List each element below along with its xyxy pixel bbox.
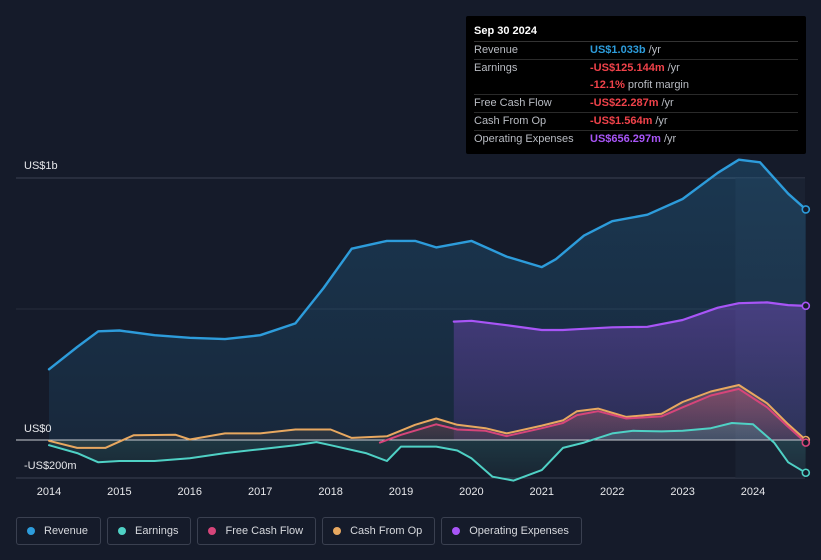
- tooltip-value: -12.1%: [590, 79, 625, 91]
- cash-from-op-line: [48, 384, 807, 449]
- x-tick-2014: 2014: [37, 486, 61, 498]
- tooltip-row-margin: -12.1% profit margin: [474, 77, 798, 95]
- tooltip-label: Cash From Op: [474, 115, 547, 127]
- tooltip-suffix: /yr: [663, 133, 677, 145]
- y-label-top: US$1b: [24, 160, 58, 172]
- tooltip-value: US$1.033b: [590, 44, 646, 56]
- tooltip-row-fcf: Free Cash Flow -US$22.287m /yr: [474, 95, 798, 113]
- tooltip-row-cfo: Cash From Op -US$1.564m /yr: [474, 113, 798, 131]
- legend-cash-from-op[interactable]: Cash From Op: [322, 517, 436, 545]
- legend-revenue[interactable]: Revenue: [16, 517, 102, 545]
- tooltip-label: [474, 77, 590, 94]
- earnings-area: [49, 423, 806, 481]
- x-tick-2021: 2021: [530, 486, 554, 498]
- x-tick-2022: 2022: [600, 486, 624, 498]
- earnings-line: [48, 422, 807, 482]
- tooltip-suffix: /yr: [667, 62, 680, 74]
- earnings-end-marker: [801, 468, 811, 478]
- tooltip-suffix: profit margin: [627, 79, 689, 91]
- tooltip-row-opex: Operating Expenses US$656.297m /yr: [474, 131, 798, 148]
- opex-dot-icon: [452, 527, 461, 535]
- tooltip-label: Earnings: [474, 62, 518, 74]
- x-tick-2023: 2023: [670, 486, 694, 498]
- tooltip-value: US$656.297m: [590, 133, 661, 145]
- legend-free-cash-flow[interactable]: Free Cash Flow: [197, 517, 317, 545]
- x-tick-2024: 2024: [741, 486, 765, 498]
- y-label-bottom: -US$200m: [24, 460, 77, 472]
- operating-expenses-end-marker: [801, 301, 811, 311]
- tooltip-value: -US$22.287m: [590, 97, 659, 109]
- revenue-end-marker: [801, 205, 811, 214]
- x-tick-2016: 2016: [178, 486, 202, 498]
- legend-label: Cash From Op: [350, 525, 423, 537]
- free-cash-flow-end-marker: [801, 438, 811, 447]
- x-tick-2018: 2018: [318, 486, 342, 498]
- tooltip-suffix: /yr: [648, 44, 661, 56]
- tooltip-date: Sep 30 2024: [474, 24, 798, 42]
- chart-legend: Revenue Earnings Free Cash Flow Cash Fro…: [16, 517, 582, 545]
- revenue-dot-icon: [27, 527, 35, 535]
- legend-label: Earnings: [135, 525, 179, 537]
- x-tick-2020: 2020: [459, 486, 483, 498]
- tooltip-label: Revenue: [474, 44, 519, 56]
- legend-label: Free Cash Flow: [225, 525, 304, 537]
- y-label-zero: US$0: [24, 423, 52, 435]
- x-tick-2015: 2015: [107, 486, 131, 498]
- free-cash-flow-line: [378, 387, 807, 444]
- revenue-line: [47, 158, 807, 371]
- operating-expenses-line: [452, 301, 807, 332]
- tooltip-label: Free Cash Flow: [474, 97, 552, 109]
- x-tick-2017: 2017: [248, 486, 272, 498]
- tooltip-suffix: /yr: [655, 115, 668, 127]
- fcf-dot-icon: [208, 527, 217, 535]
- tooltip-suffix: /yr: [661, 97, 674, 109]
- cfo-dot-icon: [333, 527, 342, 535]
- tooltip-value: -US$125.144m: [590, 62, 665, 74]
- data-tooltip: Sep 30 2024 Revenue US$1.033b /yr Earnin…: [466, 16, 806, 154]
- legend-earnings[interactable]: Earnings: [107, 517, 192, 545]
- legend-label: Revenue: [44, 525, 89, 537]
- tooltip-value: -US$1.564m: [590, 115, 653, 127]
- earnings-dot-icon: [118, 527, 127, 535]
- x-tick-2019: 2019: [389, 486, 413, 498]
- legend-operating-expenses[interactable]: Operating Expenses: [441, 517, 582, 545]
- legend-label: Operating Expenses: [469, 525, 569, 537]
- tooltip-row-earnings: Earnings -US$125.144m /yr: [474, 60, 798, 77]
- tooltip-row-revenue: Revenue US$1.033b /yr: [474, 42, 798, 60]
- tooltip-label: Operating Expenses: [474, 133, 574, 145]
